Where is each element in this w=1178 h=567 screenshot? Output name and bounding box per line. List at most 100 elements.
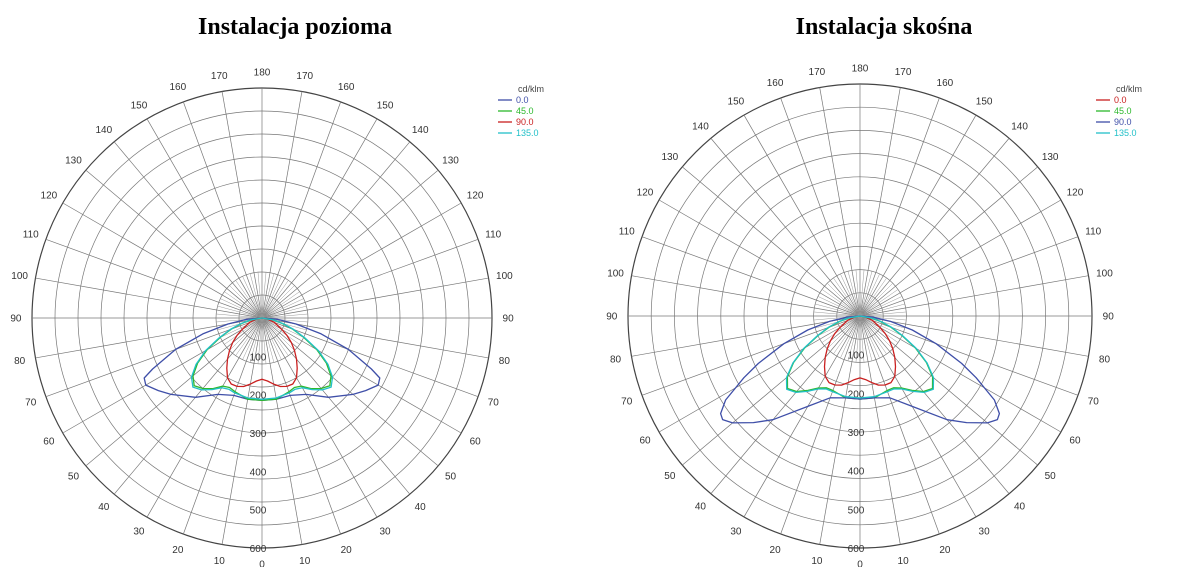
grid-spoke (859, 315, 901, 545)
grid-spoke-fine (827, 315, 861, 349)
grid-spoke (146, 118, 263, 319)
grid-spoke (743, 114, 861, 317)
grid-spoke-fine (261, 317, 304, 338)
grid-spoke-fine (859, 315, 873, 361)
angle-tick-label: 0 (857, 560, 863, 567)
grid-spoke-fine (257, 317, 263, 364)
angle-tick-label: 140 (692, 121, 709, 132)
grid-spoke-fine (827, 283, 861, 317)
grid-spoke (859, 315, 1062, 433)
angle-tick-label: 20 (341, 545, 353, 556)
angle-tick-label: 160 (338, 82, 355, 93)
grid-spoke (261, 239, 479, 319)
grid-spoke (261, 141, 411, 319)
angle-tick-label: 110 (23, 229, 39, 240)
angle-tick-label: 40 (415, 502, 427, 513)
grid-spoke (261, 91, 303, 319)
grid-spoke-fine (859, 271, 873, 317)
angle-tick-label: 30 (979, 526, 991, 537)
angle-tick-label: 100 (11, 271, 28, 282)
angle-tick-label: 110 (1085, 227, 1101, 238)
angle-tick-label: 80 (1099, 355, 1111, 366)
angle-tick-label: 60 (639, 436, 651, 447)
series-line-135-0 (785, 315, 935, 399)
series-curves (143, 317, 381, 402)
angle-tick-label: 80 (14, 356, 26, 367)
angle-tick-label: 130 (442, 155, 459, 166)
angle-tick-label: 40 (1014, 502, 1026, 513)
angle-tick-label: 180 (852, 63, 869, 74)
legend-label: 90.0 (516, 117, 534, 127)
angle-tick-label: 10 (898, 556, 910, 567)
grid-spoke (743, 315, 861, 518)
legend-title: cd/klm (1116, 84, 1142, 94)
angle-tick-label: 150 (131, 100, 148, 111)
grid-spoke (780, 97, 861, 317)
grid-spoke-fine (859, 283, 893, 317)
angle-tick-label: 60 (1069, 436, 1081, 447)
polar-chart-oblique: Instalacja skośna 0 10 10 20 20 30 30 40 40 50 50 6… (590, 0, 1178, 567)
grid-spoke (682, 166, 861, 317)
grid-spoke-fine (235, 280, 263, 319)
grid-spoke (859, 199, 1062, 317)
grid-spoke-fine (261, 298, 304, 319)
angle-tick-label: 160 (767, 78, 784, 89)
angle-tick-label: 80 (610, 355, 622, 366)
angle-tick-label: 180 (254, 67, 271, 78)
radial-tick-label: 400 (250, 467, 267, 478)
angle-tick-label: 10 (811, 556, 823, 567)
angle-tick-label: 80 (499, 356, 511, 367)
grid-spoke-fine (859, 269, 865, 317)
grid-spoke-fine (261, 285, 295, 319)
grid-spoke-fine (229, 317, 263, 351)
grid-spoke-fine (220, 298, 263, 319)
angle-tick-label: 50 (68, 472, 80, 483)
grid-spoke-fine (859, 315, 880, 359)
angle-tick-label: 100 (496, 271, 513, 282)
grid-spoke-fine (261, 273, 275, 319)
radial-tick-label: 300 (848, 428, 865, 439)
radial-tick-label: 600 (250, 544, 267, 555)
grid-spoke (261, 317, 341, 535)
radial-tick-label: 500 (848, 505, 865, 516)
angle-tick-label: 140 (412, 125, 429, 136)
grid-spoke-fine (249, 273, 263, 319)
grid-spoke-fine (257, 272, 263, 319)
polar-chart-horizontal: Instalacja pozioma 0 10 10 20 20 30 30 40 40 50 50… (10, 14, 544, 567)
grid-spoke-fine (833, 315, 861, 355)
grid-spoke-fine (813, 311, 861, 317)
grid-spoke-fine (847, 271, 861, 317)
grid-spoke-fine (261, 305, 307, 319)
grid-spoke-fine (217, 305, 263, 319)
angle-tick-label: 20 (172, 545, 184, 556)
grid-spoke-fine (261, 280, 289, 319)
grid-spoke (261, 317, 489, 359)
angle-tick-label: 60 (43, 437, 55, 448)
angle-tick-label: 160 (937, 78, 954, 89)
legend-label: 90.0 (1114, 117, 1132, 127)
grid-spoke (183, 101, 263, 319)
radial-tick-label: 100 (848, 351, 865, 362)
grid-spoke-fine (242, 317, 263, 360)
grid-spoke (641, 236, 861, 317)
grid-spoke-fine (224, 317, 263, 345)
angle-tick-label: 70 (25, 398, 37, 409)
angle-tick-label: 30 (379, 527, 391, 538)
grid-spoke (819, 87, 861, 317)
angle-tick-label: 170 (809, 67, 826, 78)
grid-spoke-fine (859, 315, 903, 336)
angle-tick-labels: 0 10 10 20 20 30 30 40 40 50 50 60 60 70 70 80 80 90 90 100… (606, 63, 1114, 567)
legend-label: 135.0 (516, 128, 539, 138)
series-line-0-0 (823, 315, 897, 386)
grid-spoke-fine (859, 273, 880, 317)
grid-spoke-fine (817, 296, 861, 317)
angle-tick-label: 90 (503, 314, 515, 325)
radial-tick-label: 500 (250, 506, 267, 517)
angle-tick-label: 90 (10, 314, 22, 325)
grid-spoke (221, 317, 263, 545)
grid-spoke-fine (261, 317, 289, 356)
grid-spoke-fine (847, 315, 861, 361)
grid-spoke-fine (249, 317, 263, 363)
radial-tick-label: 300 (250, 429, 267, 440)
